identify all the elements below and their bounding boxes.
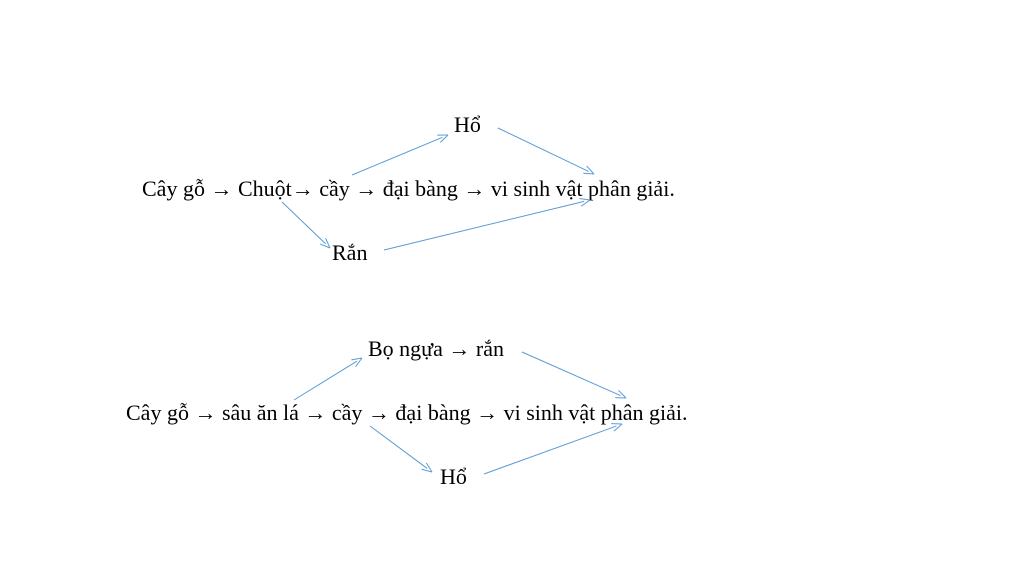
diagram2-bottom-node: Hổ: [440, 464, 467, 490]
diagram1-top-node: Hổ: [454, 112, 481, 138]
arrow-layer: [0, 0, 1024, 576]
diagram2-main-chain: Cây gỗ → sâu ăn lá → cầy → đại bàng → vi…: [126, 400, 688, 426]
diagram1-main-chain: Cây gỗ → Chuột→ cầy → đại bàng → vi sinh…: [142, 176, 675, 202]
diagram1-bottom-node: Rắn: [332, 240, 367, 266]
diagram-canvas: Hổ Cây gỗ → Chuột→ cầy → đại bàng → vi s…: [0, 0, 1024, 576]
diagram2-top-chain: Bọ ngựa → rắn: [368, 336, 504, 362]
